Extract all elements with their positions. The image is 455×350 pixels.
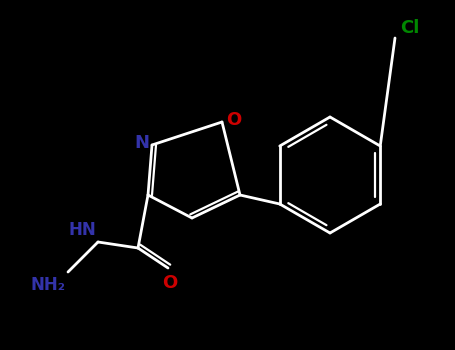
Text: Cl: Cl (400, 19, 420, 37)
Text: NH₂: NH₂ (31, 276, 66, 294)
Text: O: O (226, 111, 241, 129)
Text: O: O (162, 274, 177, 292)
Text: HN: HN (68, 221, 96, 239)
Text: N: N (134, 134, 149, 152)
